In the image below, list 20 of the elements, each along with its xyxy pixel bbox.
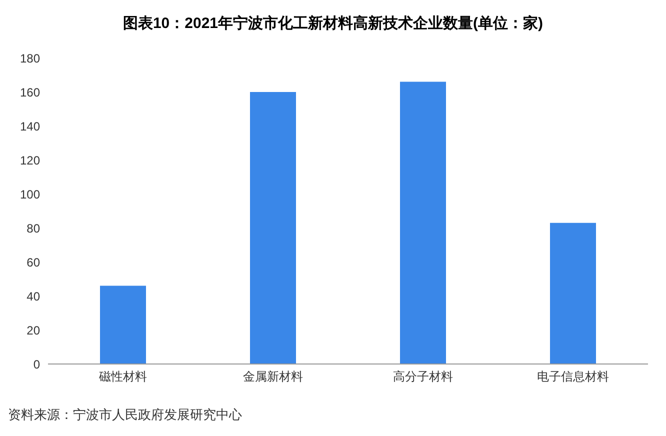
- y-tick-label: 180: [20, 51, 40, 66]
- bar: [400, 82, 446, 364]
- x-tick-label: 磁性材料: [98, 370, 147, 384]
- x-tick-label: 高分子材料: [393, 370, 453, 384]
- y-tick-label: 120: [20, 153, 40, 168]
- y-tick-label: 100: [20, 187, 40, 202]
- y-tick-label: 60: [26, 255, 40, 270]
- y-tick-label: 20: [26, 323, 40, 338]
- bar: [100, 286, 146, 364]
- y-tick-label: 80: [26, 221, 40, 236]
- y-tick-label: 140: [20, 119, 40, 134]
- x-tick-label: 金属新材料: [243, 370, 303, 384]
- y-tick-label: 0: [33, 357, 40, 372]
- y-tick-label: 40: [26, 289, 40, 304]
- bar: [250, 92, 296, 364]
- text: 资料来源：宁波市人民政府发展研究中心: [8, 406, 242, 424]
- x-tick-label: 电子信息材料: [537, 370, 609, 384]
- y-tick-label: 160: [20, 85, 40, 100]
- bar: [550, 222, 596, 364]
- chart-title: 图表10：2021年宁波市化工新材料高新技术企业数量(单位：家): [122, 14, 544, 34]
